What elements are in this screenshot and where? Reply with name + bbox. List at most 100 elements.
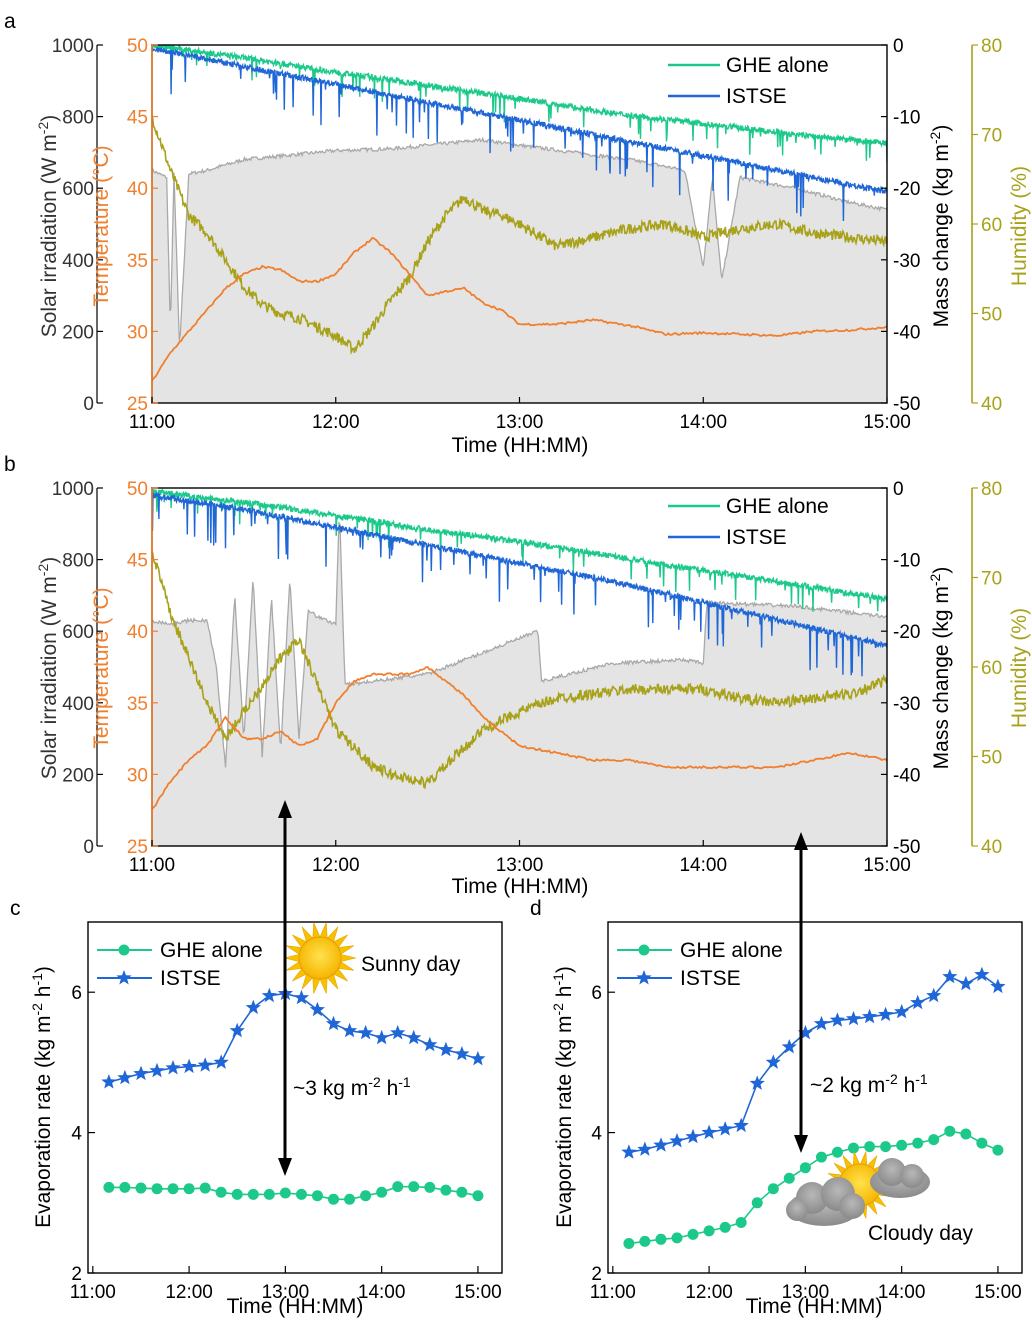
c-istse-point	[213, 1054, 229, 1069]
d-ghe-point	[848, 1142, 860, 1154]
c-y-axis-title: Evaporation rate (kg m-2 h-1)	[29, 966, 55, 1228]
a-x-tick-label: 15:00	[863, 412, 911, 433]
d-istse-point	[878, 1006, 894, 1022]
b-x-tick-label: 11:00	[129, 855, 175, 876]
a-x-tick-label: 11:00	[129, 412, 175, 433]
b-solar-tick-label: 600	[62, 622, 94, 643]
a-istse-mass-line	[152, 46, 887, 222]
c-istse-point	[133, 1065, 149, 1081]
c-x-tick-label: 11:00	[70, 1282, 116, 1303]
c-istse-point	[165, 1060, 181, 1075]
d-legend: GHE alone ISTSE	[617, 939, 783, 990]
d-istse-point	[926, 987, 942, 1003]
d-plot-frame	[607, 921, 1023, 1274]
d-ghe-point	[783, 1172, 795, 1184]
d-istse-point	[958, 975, 974, 991]
d-istse-point	[685, 1128, 701, 1144]
b-temp-tick-label: 25	[127, 837, 148, 858]
d-ghe-point	[799, 1162, 811, 1174]
a-solar-tick-label: 800	[62, 108, 94, 129]
panel-b: b 02004006008001000253035404550-50-40-30…	[4, 453, 1031, 898]
d-weather-label: Cloudy day	[868, 1222, 974, 1245]
c-ghe-point	[311, 1190, 323, 1202]
b-solar-area	[152, 522, 887, 846]
c-ghe-point	[328, 1193, 340, 1205]
b-legend-istse-label: ISTSE	[726, 526, 787, 549]
c-istse-point	[342, 1022, 358, 1038]
a-mass-tick-label: -40	[893, 322, 920, 343]
a-humidity-line	[152, 114, 887, 356]
a-temperature-axis-title: Temperature (°C)	[90, 145, 113, 306]
a-hum-tick-label: 70	[981, 126, 1002, 147]
b-hum-tick-label: 80	[981, 479, 1002, 500]
d-series	[621, 966, 1006, 1250]
c-ghe-point	[215, 1186, 227, 1198]
panel-d-label: d	[530, 897, 542, 920]
a-solar-tick-label: 1000	[52, 36, 94, 57]
a-solar-line	[152, 136, 887, 341]
d-x-tick-label: 15:00	[974, 1282, 1022, 1303]
panel-c: c 2 4 6 11:00 12:00 13:00 14:00 15:00 Evaporati…	[10, 800, 503, 1318]
c-istse-point	[470, 1050, 486, 1066]
d-ghe-point	[896, 1139, 908, 1151]
d-istse-point	[621, 1144, 637, 1159]
b-solar-line	[152, 521, 887, 768]
cloud-icon-left	[786, 1177, 865, 1226]
c-difference-arrow	[278, 800, 292, 1176]
d-ghe-point	[767, 1183, 779, 1195]
b-x-tick-label: 13:00	[496, 855, 544, 876]
a-hum-tick-label: 80	[981, 36, 1002, 57]
c-ghe-point	[151, 1183, 163, 1195]
sun-icon	[283, 922, 357, 994]
a-hum-tick-label: 40	[981, 394, 1002, 415]
c-legend-istse-label: ISTSE	[160, 967, 221, 990]
d-istse-point	[653, 1137, 669, 1152]
c-y-tick-label: 2	[71, 1264, 82, 1285]
a-legend-istse-label: ISTSE	[726, 85, 787, 108]
c-istse-point	[197, 1057, 213, 1072]
b-istse-mass-line	[152, 491, 887, 677]
d-istse-point	[862, 1008, 878, 1024]
c-ghe-point	[247, 1188, 259, 1200]
b-axes: 02004006008001000253035404550-50-40-30-2…	[52, 479, 1002, 876]
b-temperature-axis-title: Temperature (°C)	[90, 587, 113, 748]
b-hum-tick-label: 60	[981, 658, 1002, 679]
d-legend-ghe-marker	[638, 944, 650, 956]
c-ghe-point	[295, 1188, 307, 1200]
a-solar-area	[152, 138, 887, 403]
d-x-tick-label: 11:00	[590, 1282, 636, 1303]
d-istse-point	[749, 1075, 765, 1090]
d-ghe-point	[815, 1151, 827, 1163]
b-hum-tick-label: 70	[981, 569, 1002, 590]
c-ghe-point	[119, 1181, 131, 1193]
c-ghe-point	[424, 1181, 436, 1193]
c-istse-point	[438, 1041, 454, 1057]
c-legend-istse-marker	[116, 970, 132, 985]
d-ghe-point	[912, 1137, 924, 1149]
c-ghe-point	[440, 1184, 452, 1196]
d-istse-point	[974, 966, 990, 982]
d-x-tick-label: 12:00	[685, 1282, 733, 1303]
c-istse-point	[325, 1015, 342, 1031]
d-difference-arrow	[794, 832, 808, 1153]
d-istse-point	[717, 1121, 733, 1136]
c-ghe-point	[344, 1193, 356, 1205]
d-y-tick-label: 2	[591, 1264, 602, 1285]
a-solar-tick-label: 0	[83, 394, 94, 415]
a-legend: GHE alone ISTSE	[668, 54, 829, 108]
c-ghe-point	[263, 1188, 275, 1200]
d-istse-point	[894, 1003, 910, 1019]
a-x-tick-label: 13:00	[496, 412, 544, 433]
d-istse-point	[637, 1141, 653, 1156]
a-x-axis-title: Time (HH:MM)	[452, 434, 589, 457]
b-solar-tick-label: 200	[62, 765, 94, 786]
panel-b-label: b	[4, 453, 16, 476]
a-mass-tick-label: -20	[893, 179, 920, 200]
d-legend-ghe-label: GHE alone	[680, 939, 783, 962]
c-istse-point	[261, 987, 277, 1003]
c-istse-point	[309, 1001, 325, 1017]
c-x-tick-label: 15:00	[454, 1282, 502, 1303]
b-x-axis-title: Time (HH:MM)	[452, 875, 589, 898]
c-x-tick-label: 14:00	[358, 1282, 406, 1303]
d-ghe-point	[960, 1128, 972, 1140]
